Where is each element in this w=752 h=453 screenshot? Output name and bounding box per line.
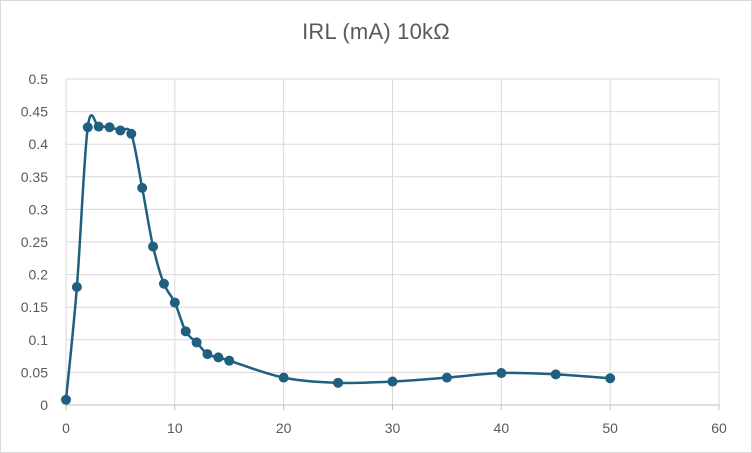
data-point	[496, 368, 507, 379]
data-point	[82, 122, 93, 133]
data-point	[148, 241, 159, 252]
x-tick-label: 60	[711, 420, 727, 436]
y-tick-label: 0.25	[21, 234, 48, 250]
data-point	[191, 337, 202, 348]
data-point	[71, 281, 82, 292]
tick-labels: 0 0.05 0.1 0.15 0.2 0.25 0.3 0.35 0.4 0.45 0.5 0 10 2…	[21, 71, 727, 436]
data-point	[126, 128, 137, 139]
y-tick-label: 0.5	[29, 71, 49, 87]
data-point	[441, 372, 452, 383]
data-point	[115, 125, 126, 136]
data-point	[169, 297, 180, 308]
data-point	[278, 372, 289, 383]
x-tick-label: 10	[167, 420, 183, 436]
y-tick-label: 0.35	[21, 169, 48, 185]
x-tick-label: 20	[276, 420, 292, 436]
series-line-path	[64, 114, 612, 402]
gridlines	[66, 78, 720, 405]
axes	[65, 79, 720, 410]
y-tick-label: 0.1	[29, 332, 49, 348]
y-tick-label: 0.15	[21, 299, 48, 315]
y-tick-label: 0.3	[29, 201, 49, 217]
series-line	[64, 114, 612, 402]
chart-title: IRL (mA) 10kΩ	[302, 19, 450, 44]
data-point	[137, 182, 148, 193]
data-point	[224, 355, 235, 366]
y-tick-label: 0.2	[29, 267, 49, 283]
data-point	[213, 352, 224, 363]
x-tick-label: 50	[602, 420, 618, 436]
data-point	[61, 394, 71, 405]
y-tick-label: 0.4	[29, 136, 49, 152]
data-point	[180, 326, 191, 337]
x-tick-label: 0	[62, 420, 70, 436]
data-points	[61, 121, 616, 405]
y-tick-label: 0.05	[21, 364, 48, 380]
data-point	[202, 349, 213, 360]
data-point	[93, 121, 104, 132]
data-point	[605, 373, 616, 384]
x-tick-label: 30	[385, 420, 401, 436]
y-tick-label: 0	[40, 397, 48, 413]
x-tick-label: 40	[494, 420, 510, 436]
data-point	[550, 369, 561, 380]
data-point	[387, 376, 398, 387]
data-point	[333, 377, 344, 388]
y-tick-label: 0.45	[21, 104, 48, 120]
data-point	[158, 278, 169, 289]
data-point	[104, 122, 115, 133]
